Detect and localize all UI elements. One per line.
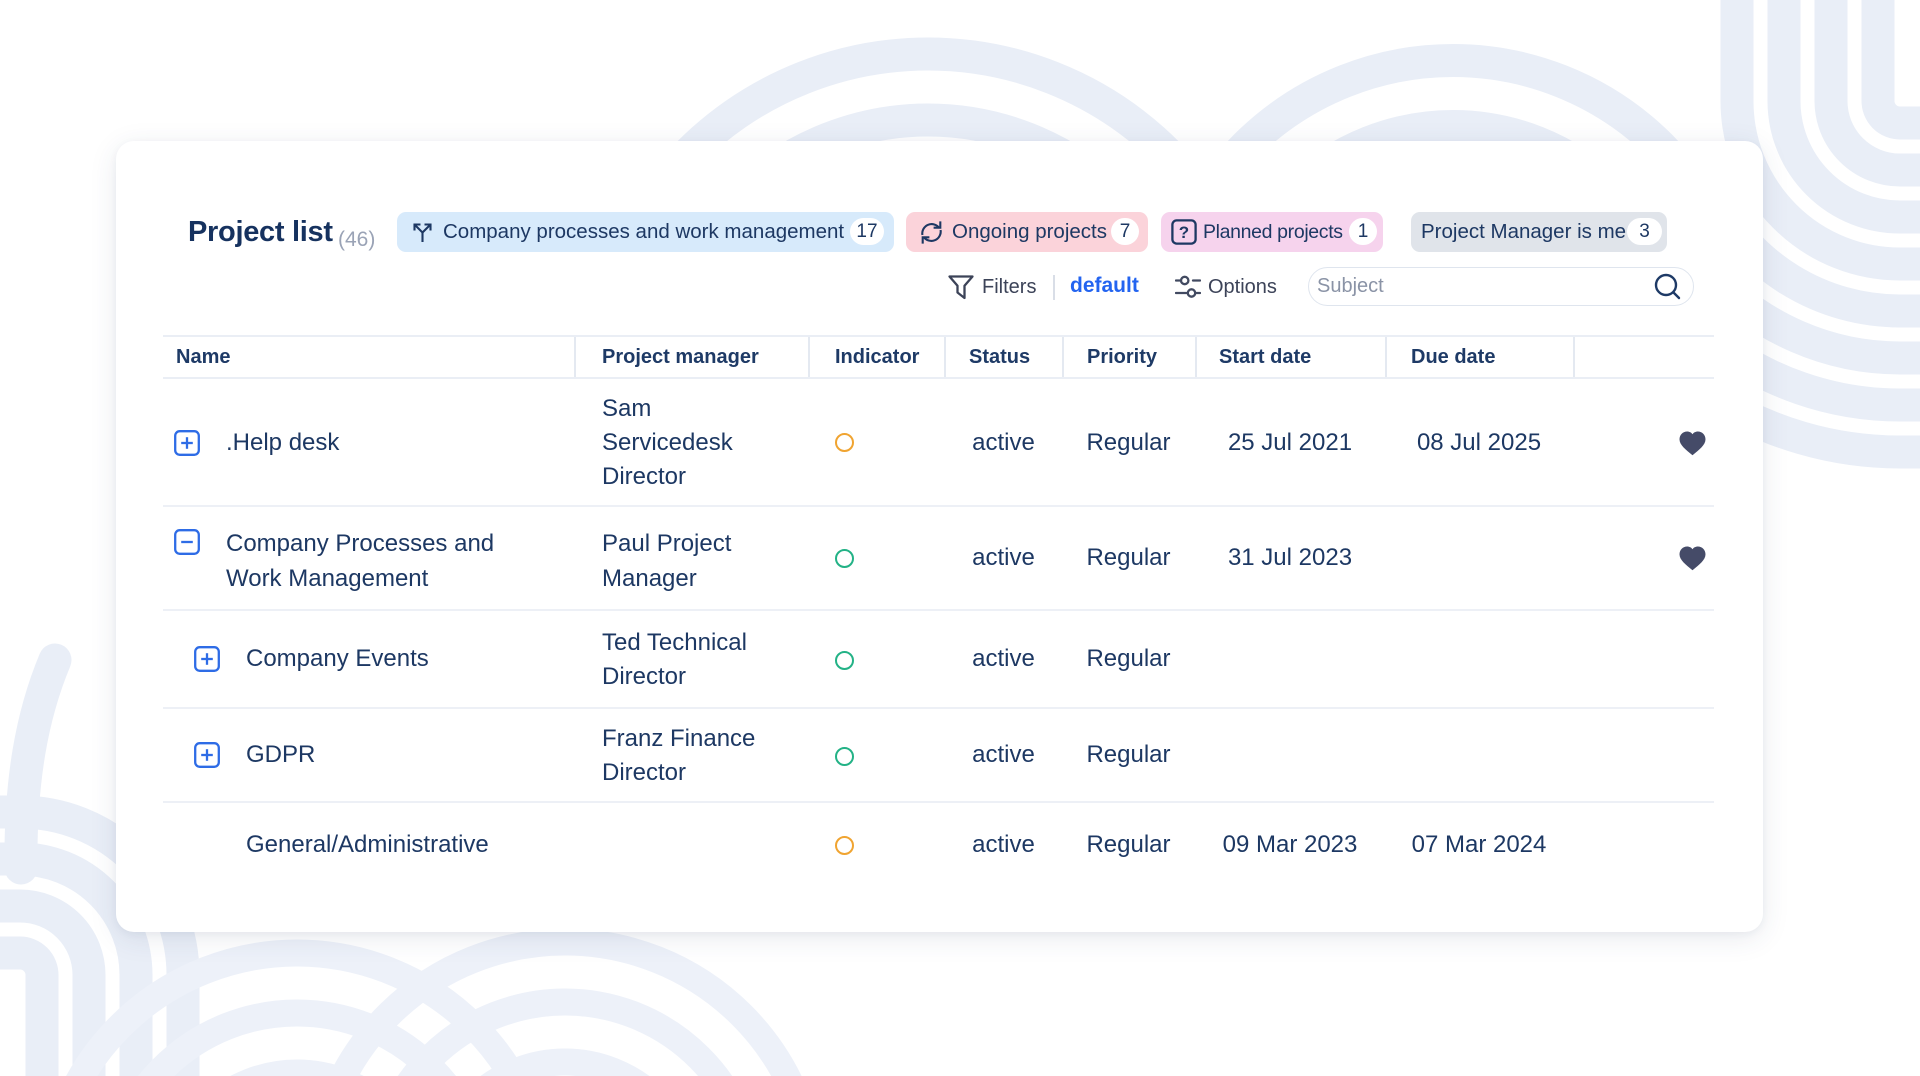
svg-text:?: ?	[1179, 223, 1189, 242]
